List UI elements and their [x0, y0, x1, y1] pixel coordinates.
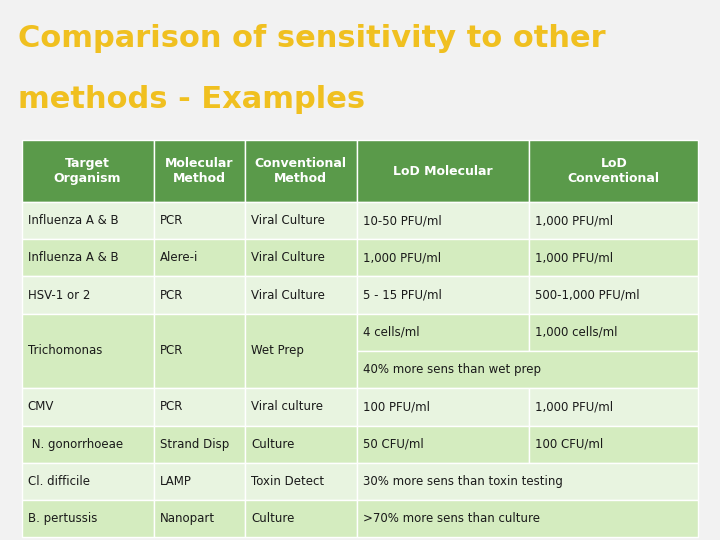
Bar [356, 388, 529, 426]
Text: LoD
Conventional: LoD Conventional [568, 157, 660, 185]
Bar [153, 202, 245, 239]
Bar [245, 202, 356, 239]
Bar [356, 426, 529, 463]
Text: 500-1,000 PFU/ml: 500-1,000 PFU/ml [535, 288, 640, 301]
Bar [529, 239, 698, 276]
Bar [356, 351, 698, 388]
Bar [245, 314, 356, 388]
Bar [153, 314, 245, 388]
Bar [356, 463, 698, 500]
Text: Viral Culture: Viral Culture [251, 288, 325, 301]
Text: 40% more sens than wet prep: 40% more sens than wet prep [363, 363, 541, 376]
Text: LAMP: LAMP [160, 475, 192, 488]
Text: 10-50 PFU/ml: 10-50 PFU/ml [363, 214, 441, 227]
Bar [153, 140, 245, 202]
Text: PCR: PCR [160, 288, 183, 301]
Text: Influenza A & B: Influenza A & B [27, 251, 118, 264]
Text: B. pertussis: B. pertussis [27, 512, 97, 525]
Bar [529, 202, 698, 239]
Bar [22, 500, 153, 537]
Text: Alere-i: Alere-i [160, 251, 198, 264]
Text: Wet Prep: Wet Prep [251, 345, 304, 357]
Text: Nanopart: Nanopart [160, 512, 215, 525]
Bar [529, 426, 698, 463]
Text: 1,000 PFU/ml: 1,000 PFU/ml [535, 251, 613, 264]
Text: 1,000 PFU/ml: 1,000 PFU/ml [535, 214, 613, 227]
Text: CMV: CMV [27, 400, 54, 414]
Text: Trichomonas: Trichomonas [27, 345, 102, 357]
Bar [245, 426, 356, 463]
Bar [356, 202, 529, 239]
Bar [356, 276, 529, 314]
Text: Influenza A & B: Influenza A & B [27, 214, 118, 227]
Bar [356, 239, 529, 276]
Text: 50 CFU/ml: 50 CFU/ml [363, 437, 423, 451]
Text: Culture: Culture [251, 437, 294, 451]
Text: Target
Organism: Target Organism [54, 157, 122, 185]
Text: >70% more sens than culture: >70% more sens than culture [363, 512, 540, 525]
Bar [153, 388, 245, 426]
Text: methods - Examples: methods - Examples [18, 85, 365, 113]
Text: 4 cells/ml: 4 cells/ml [363, 326, 419, 339]
Bar [153, 276, 245, 314]
Text: 5 - 15 PFU/ml: 5 - 15 PFU/ml [363, 288, 441, 301]
Bar [529, 140, 698, 202]
Text: Toxin Detect: Toxin Detect [251, 475, 324, 488]
Bar [529, 314, 698, 351]
Text: HSV-1 or 2: HSV-1 or 2 [27, 288, 90, 301]
Text: Strand Disp: Strand Disp [160, 437, 229, 451]
Bar [245, 388, 356, 426]
Bar [529, 388, 698, 426]
Text: Comparison of sensitivity to other: Comparison of sensitivity to other [18, 24, 606, 53]
Bar [153, 463, 245, 500]
Text: LoD Molecular: LoD Molecular [393, 165, 492, 178]
Bar [22, 239, 153, 276]
Bar [153, 239, 245, 276]
Bar [356, 140, 529, 202]
Text: 1,000 PFU/ml: 1,000 PFU/ml [535, 400, 613, 414]
Bar [529, 276, 698, 314]
Bar [22, 463, 153, 500]
Text: Conventional
Method: Conventional Method [255, 157, 347, 185]
Bar [22, 202, 153, 239]
Bar [245, 140, 356, 202]
Text: 100 PFU/ml: 100 PFU/ml [363, 400, 430, 414]
Text: Culture: Culture [251, 512, 294, 525]
Bar [153, 426, 245, 463]
Bar [356, 500, 698, 537]
Bar [22, 276, 153, 314]
Text: 100 CFU/ml: 100 CFU/ml [535, 437, 603, 451]
Text: Viral Culture: Viral Culture [251, 251, 325, 264]
Text: N. gonorrhoeae: N. gonorrhoeae [27, 437, 123, 451]
Bar [22, 140, 153, 202]
Bar [22, 314, 153, 388]
Text: 30% more sens than toxin testing: 30% more sens than toxin testing [363, 475, 562, 488]
Bar [22, 426, 153, 463]
Text: Cl. difficile: Cl. difficile [27, 475, 90, 488]
Text: 1,000 cells/ml: 1,000 cells/ml [535, 326, 618, 339]
Text: Molecular
Method: Molecular Method [165, 157, 233, 185]
Text: PCR: PCR [160, 345, 183, 357]
Bar [245, 239, 356, 276]
Text: Viral culture: Viral culture [251, 400, 323, 414]
Bar [153, 500, 245, 537]
Text: Viral Culture: Viral Culture [251, 214, 325, 227]
Bar [22, 388, 153, 426]
Text: PCR: PCR [160, 214, 183, 227]
Bar [356, 314, 529, 351]
Text: PCR: PCR [160, 400, 183, 414]
Bar [245, 276, 356, 314]
Bar [245, 500, 356, 537]
Text: 1,000 PFU/ml: 1,000 PFU/ml [363, 251, 441, 264]
Bar [245, 463, 356, 500]
